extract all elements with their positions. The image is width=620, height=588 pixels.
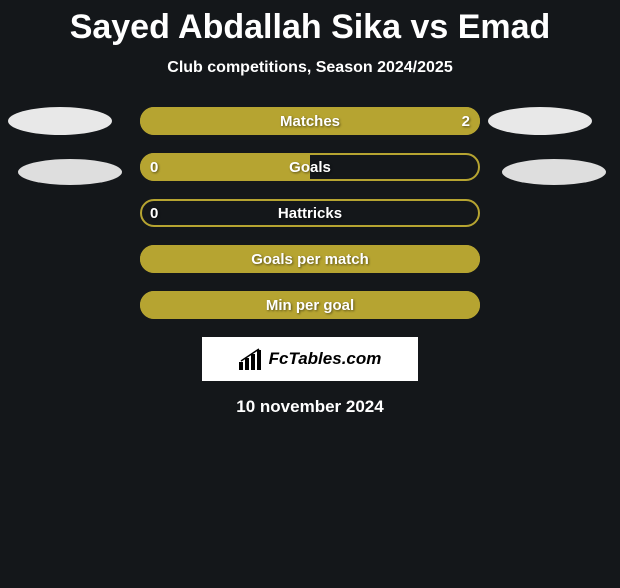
page-title: Sayed Abdallah Sika vs Emad	[0, 8, 620, 47]
stat-row-hattricks: Hattricks 0	[140, 199, 480, 227]
stat-value-left: 0	[150, 153, 158, 181]
stat-row-goals-per-match: Goals per match	[140, 245, 480, 273]
comparison-chart: Matches 2 Goals 0 Hattricks 0 Goals per …	[0, 107, 620, 319]
stat-rows: Matches 2 Goals 0 Hattricks 0 Goals per …	[140, 107, 480, 319]
stat-label: Goals	[140, 153, 480, 181]
stat-row-min-per-goal: Min per goal	[140, 291, 480, 319]
stat-value-left: 0	[150, 199, 158, 227]
brand-box: FcTables.com	[202, 337, 418, 381]
player-right-shadow	[502, 159, 606, 185]
brand-text: FcTables.com	[269, 349, 382, 369]
page-subtitle: Club competitions, Season 2024/2025	[0, 59, 620, 77]
player-right-photo-placeholder	[488, 107, 592, 135]
player-left-shadow	[18, 159, 122, 185]
date-text: 10 november 2024	[0, 397, 620, 417]
stat-label: Min per goal	[140, 291, 480, 319]
stat-label: Goals per match	[140, 245, 480, 273]
stat-label: Hattricks	[140, 199, 480, 227]
stat-label: Matches	[140, 107, 480, 135]
player-left-photo-placeholder	[8, 107, 112, 135]
stat-row-goals: Goals 0	[140, 153, 480, 181]
stat-row-matches: Matches 2	[140, 107, 480, 135]
brand-bars-icon	[239, 348, 265, 370]
stat-value-right: 2	[462, 107, 470, 135]
